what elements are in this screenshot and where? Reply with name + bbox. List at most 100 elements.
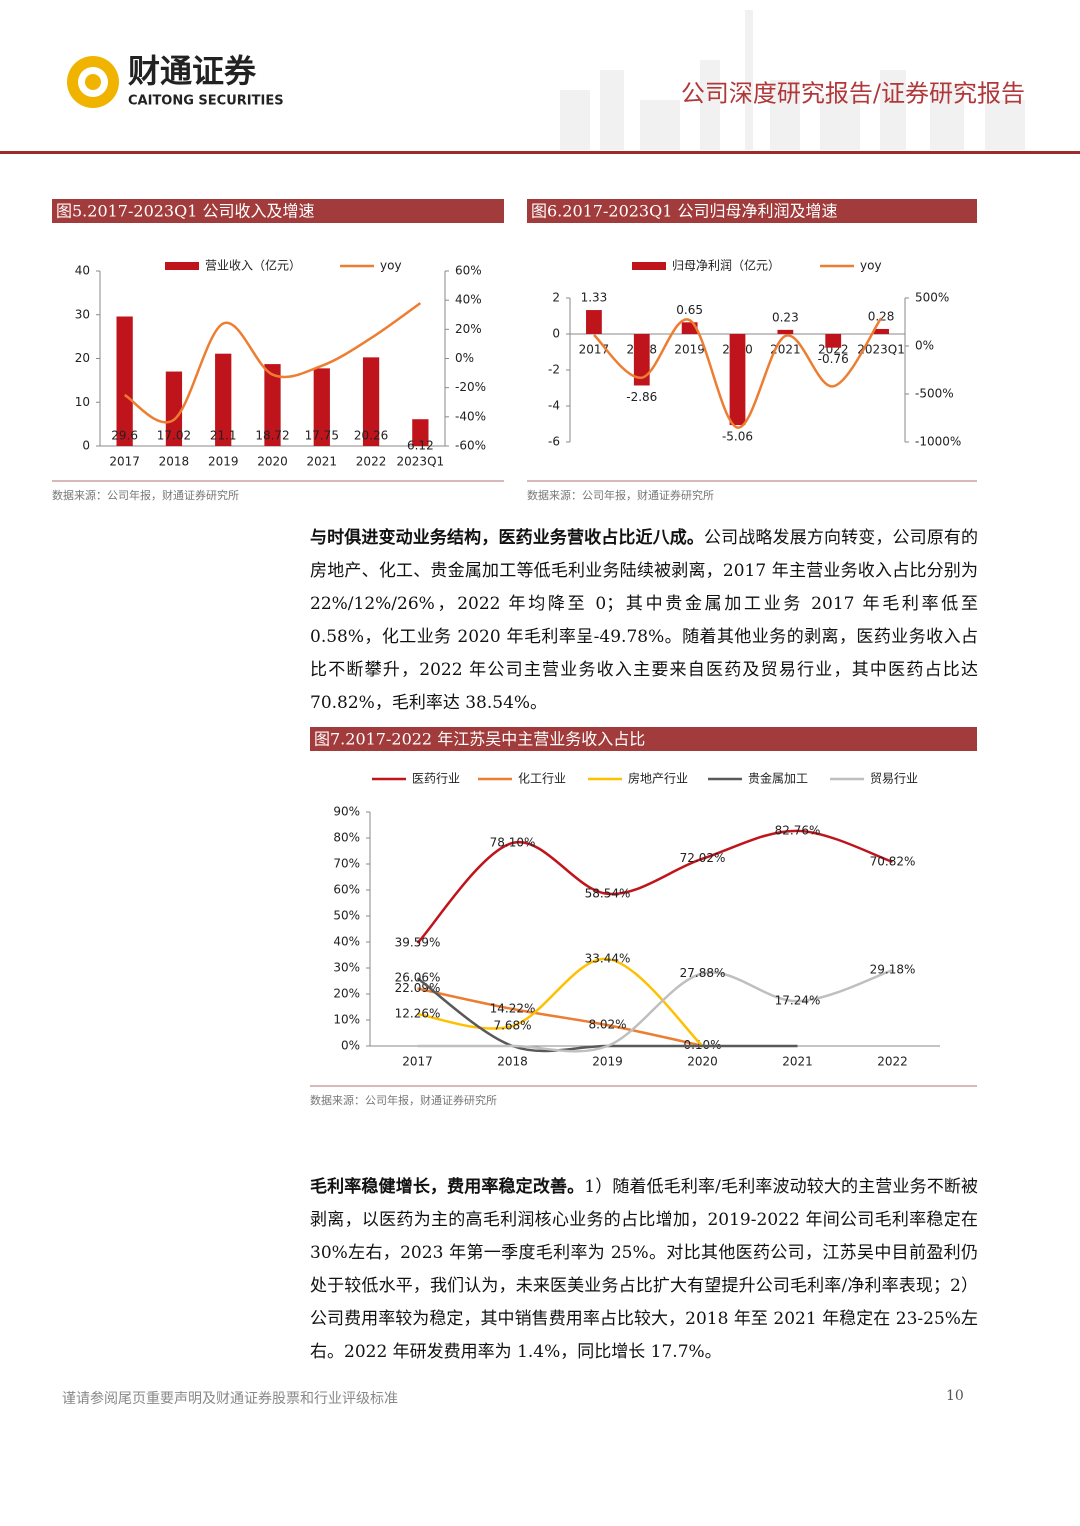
y-tick-label: -4: [548, 399, 560, 413]
logo-en: CAITONG SECURITIES: [128, 94, 284, 109]
paragraph-body: 公司战略发展方向转变，公司原有的房地产、化工、贵金属加工等低毛利业务陆续被剥离，…: [310, 528, 979, 713]
legend-label: yoy: [380, 259, 402, 273]
legend-swatch: [632, 262, 666, 270]
x-tick-label: 2018: [497, 1055, 528, 1069]
y-tick-label: 30: [75, 307, 90, 321]
data-label: 29.6: [111, 429, 138, 443]
x-tick-label: 2023Q1: [857, 343, 905, 357]
y-tick-label: 0: [552, 327, 560, 341]
paragraph: 毛利率稳健增长，费用率稳定改善。1）随着低毛利率/毛利率波动较大的主营业务不断被…: [310, 1171, 978, 1369]
figure-source: 数据来源：公司年报，财通证券研究所: [310, 1093, 497, 1107]
y2-tick-label: 40%: [455, 293, 482, 307]
legend-label: 房地产行业: [628, 771, 688, 786]
legend-swatch: [165, 262, 199, 270]
legend-label: 化工行业: [518, 772, 566, 786]
footer-disclaimer: 谨请参阅尾页重要声明及财通证券股票和行业评级标准: [62, 1391, 398, 1407]
y-tick-label: 20%: [333, 987, 360, 1001]
header-rule: [0, 151, 1080, 154]
bar: [777, 329, 794, 334]
series-line: [593, 317, 883, 429]
data-label: 27.88%: [680, 966, 726, 980]
data-label: 39.59%: [395, 936, 441, 950]
y-tick-label: 0%: [341, 1039, 360, 1053]
data-label: 17.24%: [775, 994, 821, 1008]
y2-tick-label: 0%: [455, 351, 474, 365]
paragraph-body: 1）随着低毛利率/毛利率波动较大的主营业务不断被剥离，以医药为主的高毛利润核心业…: [310, 1177, 979, 1362]
report-type: 公司深度研究报告/证券研究报告: [681, 80, 1025, 108]
data-label: 29.18%: [870, 963, 916, 977]
legend-label: 贵金属加工: [748, 771, 808, 786]
y2-tick-label: -20%: [455, 380, 486, 394]
y-tick-label: 50%: [333, 909, 360, 923]
figure-source: 数据来源：公司年报，财通证券研究所: [527, 488, 714, 502]
data-label: 21.1: [210, 429, 237, 443]
legend-label: yoy: [860, 259, 882, 273]
data-label: -5.06: [722, 430, 753, 444]
x-tick-label: 2017: [109, 455, 140, 469]
x-tick-label: 2018: [159, 455, 190, 469]
y-tick-label: 40%: [333, 935, 360, 949]
data-label: -0.76: [818, 352, 849, 366]
legend-label: 营业收入（亿元）: [205, 258, 301, 273]
x-tick-label: 2017: [402, 1055, 433, 1069]
y2-tick-label: 0%: [915, 339, 934, 353]
bar: [362, 357, 380, 446]
bar: [165, 371, 183, 446]
x-tick-label: 2020: [257, 455, 288, 469]
data-label: 72.02%: [680, 851, 726, 865]
paragraph-lead: 与时俱进变动业务结构，医药业务营收占比近八成。: [310, 528, 705, 548]
y-tick-label: -6: [548, 435, 560, 449]
bar: [412, 419, 429, 446]
figure-title: 图5.2017-2023Q1 公司收入及增速: [56, 202, 315, 221]
figure-title-bar: [52, 199, 504, 223]
y2-tick-label: 500%: [915, 291, 949, 305]
data-label: 78.10%: [490, 835, 536, 849]
y2-tick-label: 20%: [455, 322, 482, 336]
bar: [729, 334, 746, 426]
y-tick-label: 40: [75, 264, 90, 278]
data-label: 12.26%: [395, 1007, 441, 1021]
figure-title-bar: [310, 727, 977, 751]
data-label: 17.75: [305, 429, 339, 443]
x-tick-label: 2023Q1: [397, 455, 445, 469]
skyline: [560, 10, 1025, 150]
y-tick-label: 80%: [333, 831, 360, 845]
data-label: 0.28: [868, 309, 895, 323]
data-label: 14.22%: [490, 1002, 536, 1016]
series-line: [417, 968, 893, 1053]
x-tick-label: 2019: [208, 455, 239, 469]
y-tick-label: 90%: [333, 805, 360, 819]
x-tick-label: 2019: [674, 343, 705, 357]
data-label: 26.06%: [395, 971, 441, 985]
y-tick-label: 2: [552, 291, 560, 305]
figure-title: 图7.2017-2022 年江苏吴中主营业务收入占比: [314, 730, 645, 749]
y-tick-label: 10%: [333, 1013, 360, 1027]
y2-tick-label: -60%: [455, 439, 486, 453]
y2-tick-label: 60%: [455, 264, 482, 278]
y-tick-label: 0: [82, 439, 90, 453]
bar: [586, 310, 602, 334]
data-label: 6.12: [407, 439, 434, 453]
data-label: 7.68%: [493, 1019, 531, 1033]
data-label: -2.86: [626, 390, 657, 404]
data-label: 70.82%: [870, 854, 916, 868]
y-tick-label: 10: [75, 395, 90, 409]
bar: [264, 364, 281, 446]
y-tick-label: 70%: [333, 857, 360, 871]
paragraph: 与时俱进变动业务结构，医药业务营收占比近八成。公司战略发展方向转变，公司原有的房…: [310, 522, 978, 720]
bar: [215, 353, 232, 446]
legend-label: 贸易行业: [870, 772, 918, 786]
bar: [633, 334, 650, 386]
series-line: [123, 302, 422, 424]
series-line: [416, 977, 798, 1053]
page-number: 10: [946, 1388, 964, 1404]
data-label: 20.26: [354, 429, 388, 443]
x-tick-label: 2017: [579, 343, 610, 357]
figure-source: 数据来源：公司年报，财通证券研究所: [52, 488, 239, 502]
figure-title-bar: [527, 199, 977, 223]
x-tick-label: 2019: [592, 1055, 623, 1069]
data-label: 82.76%: [775, 823, 821, 837]
y-tick-label: -2: [548, 363, 560, 377]
data-label: 17.02: [157, 429, 191, 443]
